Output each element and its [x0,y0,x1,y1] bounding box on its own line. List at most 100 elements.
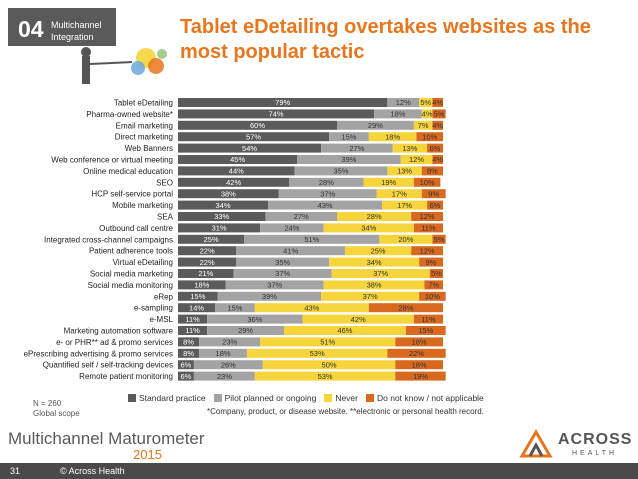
legend-label-never: Never [335,393,358,403]
value-label-standard: 22% [200,258,215,267]
bar-segment-pilot [294,166,388,176]
bar-segment-never [262,360,396,370]
bar-segment-dontknow [395,360,443,370]
bar-segment-never [368,132,417,142]
bar-segment-dontknow [413,314,443,324]
bar-segment-pilot [236,257,330,267]
value-label-dontknow: 4% [432,121,443,130]
value-label-standard: 25% [204,235,219,244]
value-label-never: 17% [397,201,412,210]
value-label-standard: 21% [198,269,213,278]
value-label-standard: 22% [200,246,215,255]
bar-segment-pilot [207,326,284,335]
section-tab: 04 Multichannel Integration [8,8,116,46]
bar-segment-never [421,109,433,119]
bar-segment-dontknow [411,246,443,256]
value-label-never: 18% [385,132,400,141]
bar-segment-pilot [374,109,422,119]
category-label: Direct marketing [115,133,173,142]
category-label: Marketing automation software [64,327,174,336]
value-label-pilot: 29% [368,121,383,130]
value-label-standard: 74% [269,110,284,119]
value-label-dontknow: 12% [420,212,435,221]
bar-segment-pilot [233,269,332,278]
copyright: © Across Health [60,466,125,476]
value-label-standard: 57% [246,132,261,141]
bar-segment-pilot [297,155,401,164]
section-number: 04 [18,16,44,42]
category-label: Mobile marketing [112,201,173,210]
bar-segment-never [379,234,433,244]
value-label-standard: 14% [189,303,204,312]
bar-segment-pilot [236,246,345,256]
brand-title: Multichannel Maturometer [8,429,205,448]
bar-segment-dontknow [427,143,443,153]
value-label-pilot: 27% [294,212,309,221]
figure-illustration-icon [60,46,175,92]
category-label: Quantified self / self-tracking devices [43,361,173,370]
bar-segment-dontknow [432,109,446,119]
value-label-never: 53% [310,349,325,358]
bar-segment-dontknow [421,189,446,199]
value-label-standard: 45% [230,155,245,164]
value-label-never: 20% [398,235,413,244]
legend-item-never: Never [324,393,358,403]
logo-sub: HEALTH [572,450,618,457]
category-label: e-MSL [149,315,173,324]
logo-name: ACROSS [558,431,633,448]
bar-segment-standard [178,109,375,119]
bar-segment-standard [178,200,269,210]
brand-year: 2015 [133,447,162,462]
bar-segment-never [302,314,414,324]
bar-segment-dontknow [432,98,443,107]
bar-segment-standard [178,223,261,233]
bar-segment-pilot [337,120,414,130]
value-label-never: 42% [351,315,366,324]
bar-segment-standard [178,280,226,290]
bar-segment-standard [178,189,279,199]
bar-segment-never [246,348,388,358]
value-label-standard: 54% [242,144,257,153]
bar-segment-dontknow [405,326,446,335]
category-label: Remote patient monitoring [79,372,173,381]
bar-segment-standard [178,360,194,370]
value-label-dontknow: 5% [434,235,445,244]
value-label-never: 28% [367,212,382,221]
bar-segment-standard [178,314,208,324]
bar-segment-never [254,303,369,313]
value-label-never: 37% [363,292,378,301]
legend-item-standard: Standard practice [128,393,206,403]
category-label: Online medical education [83,167,173,176]
bottom-bar [0,463,638,479]
value-label-pilot: 12% [396,98,411,107]
bar-segment-standard [178,371,194,381]
bar-segment-never [382,200,428,210]
legend-label-dontknow: Do not know / not applicable [377,393,484,403]
bar-segment-never [260,337,396,347]
bar-segment-pilot [289,177,364,187]
value-label-never: 5% [420,98,431,107]
bar-segment-never [376,189,422,199]
bar-segment-dontknow [387,348,446,358]
category-label: Social media monitoring [88,281,173,290]
legend-swatch-never [324,394,333,402]
sample-note: N = 260 Global scope [33,399,80,419]
value-label-standard: 15% [190,292,205,301]
value-label-dontknow: 28% [398,303,413,312]
value-label-standard: 42% [226,178,241,187]
value-label-never: 53% [318,372,333,381]
category-label: Virtual eDetailing [113,258,173,267]
bar-segment-pilot [265,212,337,221]
value-label-dontknow: 15% [418,326,433,335]
legend-label-standard: Standard practice [139,393,206,403]
category-label: SEO [156,178,173,187]
bar-segment-pilot [260,223,324,233]
category-label: Tablet eDetailing [114,99,173,108]
bar-segment-never [363,177,414,187]
value-label-never: 19% [381,178,396,187]
value-label-never: 13% [397,167,412,176]
bar-segment-pilot [199,337,261,347]
value-label-pilot: 35% [275,258,290,267]
bar-segment-standard [178,132,330,142]
bar-segment-pilot [225,280,324,290]
